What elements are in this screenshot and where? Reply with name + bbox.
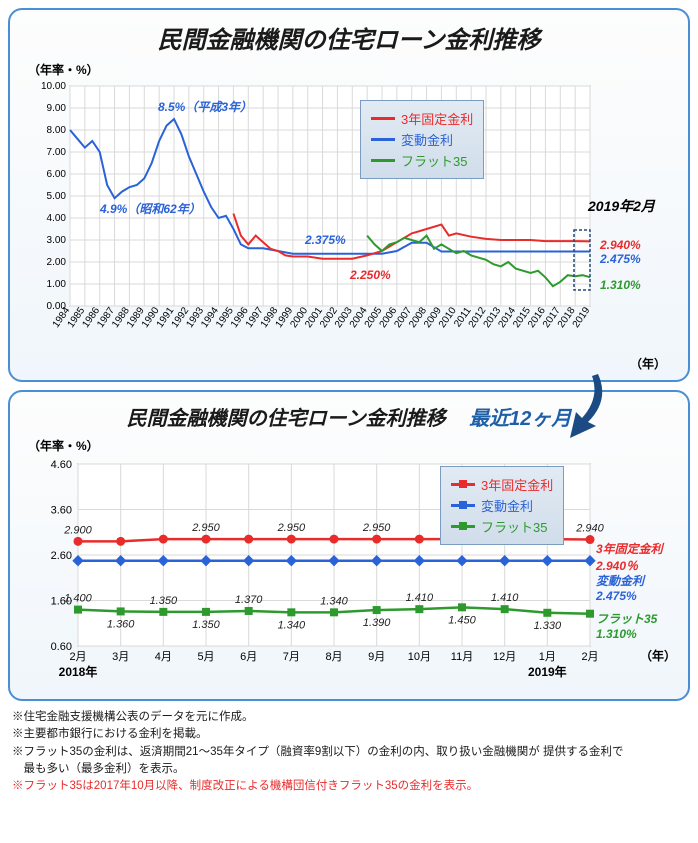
svg-text:2.60: 2.60 [51, 550, 72, 562]
svg-text:4.60: 4.60 [51, 459, 72, 471]
chart-annotation: 2.475% [600, 252, 641, 266]
chart-annotation: 2019年2月 [588, 196, 655, 216]
svg-text:10.00: 10.00 [41, 81, 66, 92]
chart-annotation: 4.9%（昭和62年） [100, 200, 201, 217]
svg-text:2.900: 2.900 [63, 524, 92, 536]
svg-text:2019: 2019 [571, 305, 593, 330]
svg-text:1月: 1月 [539, 651, 556, 663]
chart-annotation: 1.310% [600, 278, 641, 292]
top-ylabel: （年率・%） [28, 61, 688, 78]
footnote-line: ※主要都市銀行における金利を掲載。 [12, 726, 686, 743]
arrow-icon [558, 370, 614, 450]
footnote-line: ※フラット35は2017年10月以降、制度改正による機構団信付きフラット35の金… [12, 778, 686, 795]
footnotes: ※住宅金融支援機構公表のデータを元に作成。※主要都市銀行における金利を掲載。※フ… [12, 709, 686, 795]
svg-text:5月: 5月 [197, 651, 214, 663]
svg-text:1.340: 1.340 [320, 595, 348, 607]
legend-item: 3年固定金利 [401, 109, 473, 128]
svg-text:7月: 7月 [283, 651, 300, 663]
svg-text:8月: 8月 [325, 651, 342, 663]
svg-text:1.410: 1.410 [406, 592, 434, 604]
svg-text:1.410: 1.410 [491, 592, 519, 604]
svg-text:1.450: 1.450 [448, 614, 476, 626]
svg-text:6月: 6月 [240, 651, 257, 663]
svg-text:4.00: 4.00 [47, 213, 67, 224]
svg-text:9月: 9月 [368, 651, 385, 663]
svg-text:1.330: 1.330 [534, 620, 562, 632]
svg-text:2.950: 2.950 [362, 522, 391, 534]
legend-item: 変動金利 [481, 496, 533, 515]
svg-text:1.360: 1.360 [107, 618, 135, 630]
svg-text:7.00: 7.00 [47, 147, 67, 158]
svg-text:1.340: 1.340 [278, 619, 306, 631]
series-end-label: フラット351.310% [596, 610, 657, 641]
svg-text:2019年: 2019年 [528, 664, 567, 679]
top-panel: 民間金融機関の住宅ローン金利推移 （年率・%） 0.001.002.003.00… [8, 8, 690, 382]
series-end-label: 変動金利2.475% [596, 572, 644, 603]
svg-text:12月: 12月 [493, 651, 516, 663]
svg-text:2.00: 2.00 [47, 257, 67, 268]
svg-text:2.950: 2.950 [191, 522, 220, 534]
chart-annotation: 2.375% [305, 233, 346, 247]
legend-item: 3年固定金利 [481, 475, 553, 494]
svg-text:5.00: 5.00 [47, 191, 67, 202]
svg-text:1.350: 1.350 [192, 619, 220, 631]
chart-annotation: 8.5%（平成3年） [158, 98, 252, 115]
bottom-subtitle: 最近12ヶ月 [469, 408, 571, 430]
svg-text:3.60: 3.60 [51, 505, 72, 517]
svg-text:2月: 2月 [581, 651, 598, 663]
svg-text:2018年: 2018年 [59, 664, 98, 679]
svg-text:6.00: 6.00 [47, 169, 67, 180]
svg-text:3月: 3月 [112, 651, 129, 663]
top-title: 民間金融機関の住宅ローン金利推移 [10, 10, 688, 59]
svg-text:9.00: 9.00 [47, 103, 67, 114]
svg-text:2.940: 2.940 [575, 523, 604, 535]
svg-text:8.00: 8.00 [47, 125, 67, 136]
svg-text:2.950: 2.950 [277, 522, 306, 534]
footnote-line: ※フラット35の金利は、返済期間21～35年タイプ（融資率9割以下）の金利の内、… [12, 744, 686, 779]
svg-text:1.350: 1.350 [150, 595, 178, 607]
bottom-legend: 3年固定金利変動金利フラット35 [440, 466, 564, 545]
svg-text:1.00: 1.00 [47, 279, 67, 290]
svg-text:11月: 11月 [451, 651, 473, 663]
bottom-chart: 0.601.602.603.604.602月3月4月5月6月7月8月9月10月1… [30, 454, 668, 699]
svg-text:（年）: （年） [640, 648, 676, 663]
svg-text:4月: 4月 [155, 651, 172, 663]
legend-item: 変動金利 [401, 130, 453, 149]
legend-item: フラット35 [481, 517, 547, 536]
top-legend: 3年固定金利変動金利フラット35 [360, 100, 484, 179]
svg-text:1.400: 1.400 [64, 593, 92, 605]
chart-annotation: 2.940% [600, 238, 641, 252]
svg-text:10月: 10月 [408, 651, 431, 663]
svg-text:3.00: 3.00 [47, 235, 67, 246]
svg-text:1.390: 1.390 [363, 617, 391, 629]
legend-item: フラット35 [401, 151, 467, 170]
svg-text:2月: 2月 [69, 651, 86, 663]
footnote-line: ※住宅金融支援機構公表のデータを元に作成。 [12, 709, 686, 726]
series-end-label: 3年固定金利2.940％ [596, 540, 663, 574]
top-chart: 0.001.002.003.004.005.006.007.008.009.00… [30, 78, 668, 353]
chart-annotation: 2.250% [350, 268, 391, 282]
svg-text:1.370: 1.370 [235, 594, 263, 606]
